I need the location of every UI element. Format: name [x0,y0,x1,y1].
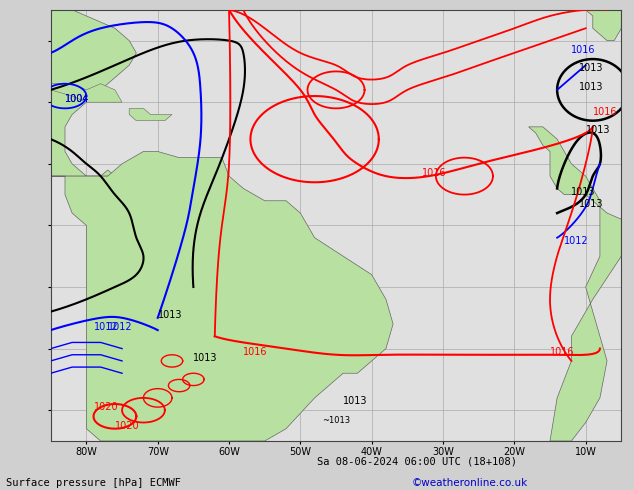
Polygon shape [129,108,172,121]
Text: 1020: 1020 [93,402,118,412]
Text: ~1013: ~1013 [321,416,350,424]
Text: 1016: 1016 [422,168,446,178]
Text: 1016: 1016 [243,347,268,357]
Polygon shape [51,10,136,176]
Text: 1012: 1012 [108,322,133,332]
Polygon shape [51,151,393,441]
Text: 1016: 1016 [550,347,574,357]
Text: 1013: 1013 [571,187,596,196]
Text: 1012: 1012 [564,236,589,246]
Polygon shape [51,84,122,102]
Text: 1013: 1013 [158,310,182,320]
Text: 1013: 1013 [578,63,603,74]
Text: Surface pressure [hPa] ECMWF: Surface pressure [hPa] ECMWF [6,478,181,488]
Text: 1004: 1004 [65,94,89,104]
Polygon shape [586,10,621,41]
Text: 1013: 1013 [578,82,603,92]
Text: 1013: 1013 [578,199,603,209]
Text: 1013: 1013 [586,125,610,135]
Text: 1004: 1004 [65,94,89,104]
Text: 1020: 1020 [115,421,139,431]
Text: 1013: 1013 [343,396,368,406]
Text: ©weatheronline.co.uk: ©weatheronline.co.uk [412,478,528,488]
Text: 1013: 1013 [193,353,218,363]
Text: 1016: 1016 [593,106,618,117]
Text: Sa 08-06-2024 06:00 UTC (18+108): Sa 08-06-2024 06:00 UTC (18+108) [317,457,517,466]
Text: 1012: 1012 [93,322,118,332]
Polygon shape [529,127,621,441]
Text: 1016: 1016 [571,45,596,55]
